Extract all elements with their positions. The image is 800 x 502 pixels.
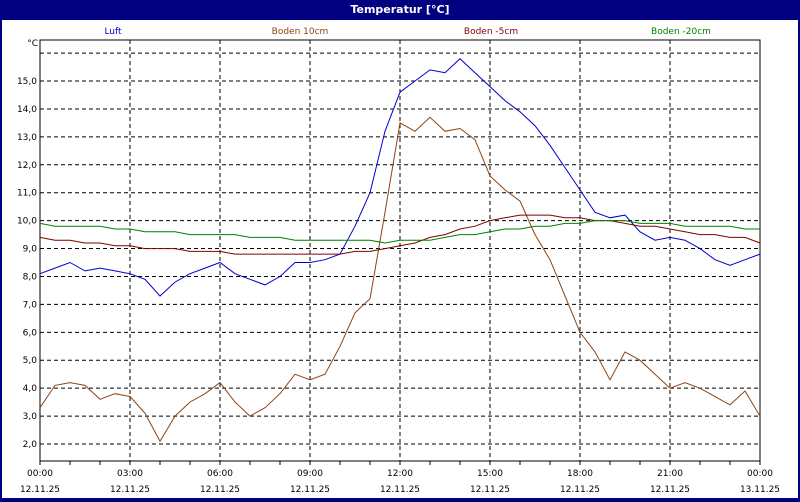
y-tick-label: 5,0 <box>23 356 38 366</box>
series-line <box>39 58 761 297</box>
window-title: Temperatur [°C] <box>350 3 450 16</box>
y-tick-label: 14,0 <box>17 105 37 115</box>
legend-item: Boden -20cm <box>651 27 711 37</box>
x-tick-time: 15:00 <box>477 469 503 479</box>
series-line <box>39 116 761 443</box>
x-tick-date: 12.11.25 <box>200 485 240 495</box>
y-tick-label: 15,0 <box>17 77 37 87</box>
x-tick-date: 12.11.25 <box>290 485 330 495</box>
chart-area: 2,0 3,0 4,0 5,0 6,0 7,0 8,0 9,0 10,0 11,0 12,0 13,0… <box>2 20 798 498</box>
x-tick-time: 03:00 <box>117 469 143 479</box>
x-tick-date: 12.11.25 <box>380 485 420 495</box>
x-tick-date: 12.11.25 <box>650 485 690 495</box>
y-tick-label: 2,0 <box>23 440 38 450</box>
legend-item: Boden 10cm <box>272 27 329 37</box>
y-tick-label: 13,0 <box>17 133 37 143</box>
x-tick-time: 06:00 <box>207 469 233 479</box>
legend-item: Boden -5cm <box>464 27 518 37</box>
y-tick-label: 3,0 <box>23 412 38 422</box>
x-tick-time: 00:00 <box>27 469 53 479</box>
x-tick-date: 12.11.25 <box>560 485 600 495</box>
temperature-chart: 2,0 3,0 4,0 5,0 6,0 7,0 8,0 9,0 10,0 11,0 12,0 13,0… <box>17 27 780 495</box>
x-tick-time: 18:00 <box>567 469 593 479</box>
y-axis-unit: °C <box>27 39 38 49</box>
x-tick-time: 12:00 <box>387 469 413 479</box>
series-line <box>39 214 761 255</box>
y-tick-label: 6,0 <box>23 328 38 338</box>
x-tick-time: 00:00 <box>747 469 773 479</box>
y-tick-label: 10,0 <box>17 217 37 227</box>
x-tick-date: 13.11.25 <box>740 485 780 495</box>
y-tick-label: 7,0 <box>23 300 38 310</box>
y-tick-label: 8,0 <box>23 272 38 282</box>
x-tick-time: 09:00 <box>297 469 323 479</box>
x-tick-date: 12.11.25 <box>110 485 150 495</box>
y-tick-label: 11,0 <box>17 189 37 199</box>
x-tick-date: 12.11.25 <box>20 485 60 495</box>
x-tick-time: 21:00 <box>657 469 683 479</box>
series-line <box>39 220 760 244</box>
y-tick-label: 12,0 <box>17 161 37 171</box>
y-tick-label: 9,0 <box>23 245 38 255</box>
x-tick-date: 12.11.25 <box>470 485 510 495</box>
legend-item: Luft <box>104 27 122 37</box>
y-tick-label: 4,0 <box>23 384 38 394</box>
